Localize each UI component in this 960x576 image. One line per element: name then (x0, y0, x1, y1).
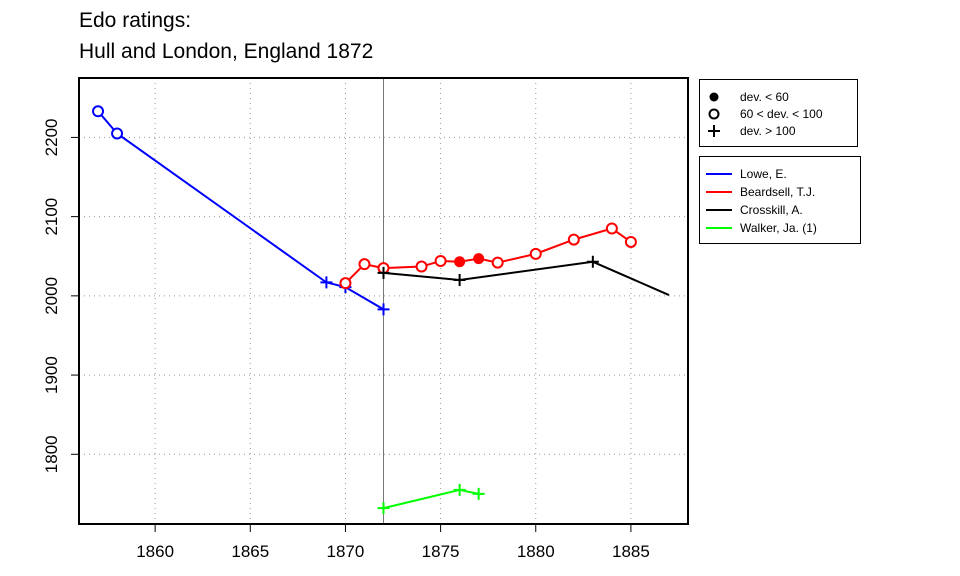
data-point (472, 487, 485, 500)
line-swatch-icon (706, 191, 732, 193)
line-swatch-icon (706, 209, 732, 211)
data-point (453, 483, 466, 496)
y-tick-label: 1800 (42, 435, 61, 473)
data-point (320, 276, 333, 289)
x-tick-label: 1880 (517, 542, 555, 561)
filled-circle-icon (709, 92, 719, 102)
deviation-legend: dev. < 60 60 < dev. < 100 dev. > 100 (699, 79, 858, 147)
data-point (491, 256, 504, 269)
legend-label: Crosskill, A. (740, 203, 803, 217)
legend-item-player: Crosskill, A. (700, 202, 860, 218)
legend-label: Walker, Ja. (1) (740, 221, 817, 235)
legend-item-dev-high: dev. > 100 (700, 123, 857, 139)
data-point (92, 105, 105, 118)
data-point (473, 253, 485, 265)
x-tick-label: 1870 (327, 542, 365, 561)
legend-item-player: Beardsell, T.J. (700, 184, 860, 200)
chart-title-line2: Hull and London, England 1872 (79, 40, 374, 63)
legend-item-dev-low: dev. < 60 (700, 89, 857, 105)
x-tick-label: 1865 (231, 542, 269, 561)
line-swatch-icon (706, 227, 732, 229)
legend-label: Beardsell, T.J. (740, 185, 816, 199)
data-point (415, 260, 428, 273)
legend-label: 60 < dev. < 100 (740, 107, 823, 121)
data-point (529, 247, 542, 260)
y-tick-label: 2100 (42, 198, 61, 236)
data-point (339, 277, 352, 290)
data-point (358, 258, 371, 271)
legend-item-dev-mid: 60 < dev. < 100 (700, 106, 857, 122)
y-tick-label: 2200 (42, 118, 61, 156)
series-line (344, 227, 632, 284)
data-point (567, 233, 580, 246)
line-swatch-icon (706, 173, 732, 175)
plot-frame (78, 77, 689, 525)
x-tick-label: 1885 (612, 542, 650, 561)
data-point (454, 256, 466, 268)
legend-label: dev. < 60 (740, 90, 789, 104)
data-point (377, 303, 390, 316)
legend-label: dev. > 100 (740, 124, 796, 138)
series-line (383, 260, 670, 296)
y-tick-label: 2000 (42, 277, 61, 315)
y-tick-label: 1900 (42, 356, 61, 394)
plus-icon (708, 125, 720, 137)
series-line (383, 488, 479, 510)
data-point (586, 255, 599, 268)
data-point (434, 254, 447, 267)
data-point (377, 502, 390, 515)
x-tick-label: 1875 (422, 542, 460, 561)
legend-label: Lowe, E. (740, 167, 787, 181)
legend-item-player: Lowe, E. (700, 166, 860, 182)
legend-item-player: Walker, Ja. (1) (700, 220, 860, 236)
data-point (377, 266, 390, 279)
data-point (111, 127, 124, 140)
data-point (453, 274, 466, 287)
chart-title-line1: Edo ratings: (79, 9, 192, 32)
players-legend: Lowe, E. Beardsell, T.J. Crosskill, A. W… (699, 156, 861, 244)
data-point (624, 235, 637, 248)
x-tick-label: 1860 (136, 542, 174, 561)
data-point (605, 222, 618, 235)
open-circle-icon (708, 108, 720, 120)
